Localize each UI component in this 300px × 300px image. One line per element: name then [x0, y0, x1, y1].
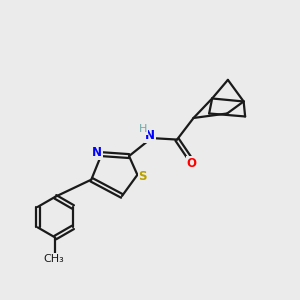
Text: N: N — [92, 146, 102, 160]
Text: S: S — [139, 169, 147, 182]
Text: H: H — [139, 124, 147, 134]
Text: N: N — [145, 130, 155, 142]
Text: CH₃: CH₃ — [44, 254, 64, 264]
Text: O: O — [186, 157, 197, 170]
